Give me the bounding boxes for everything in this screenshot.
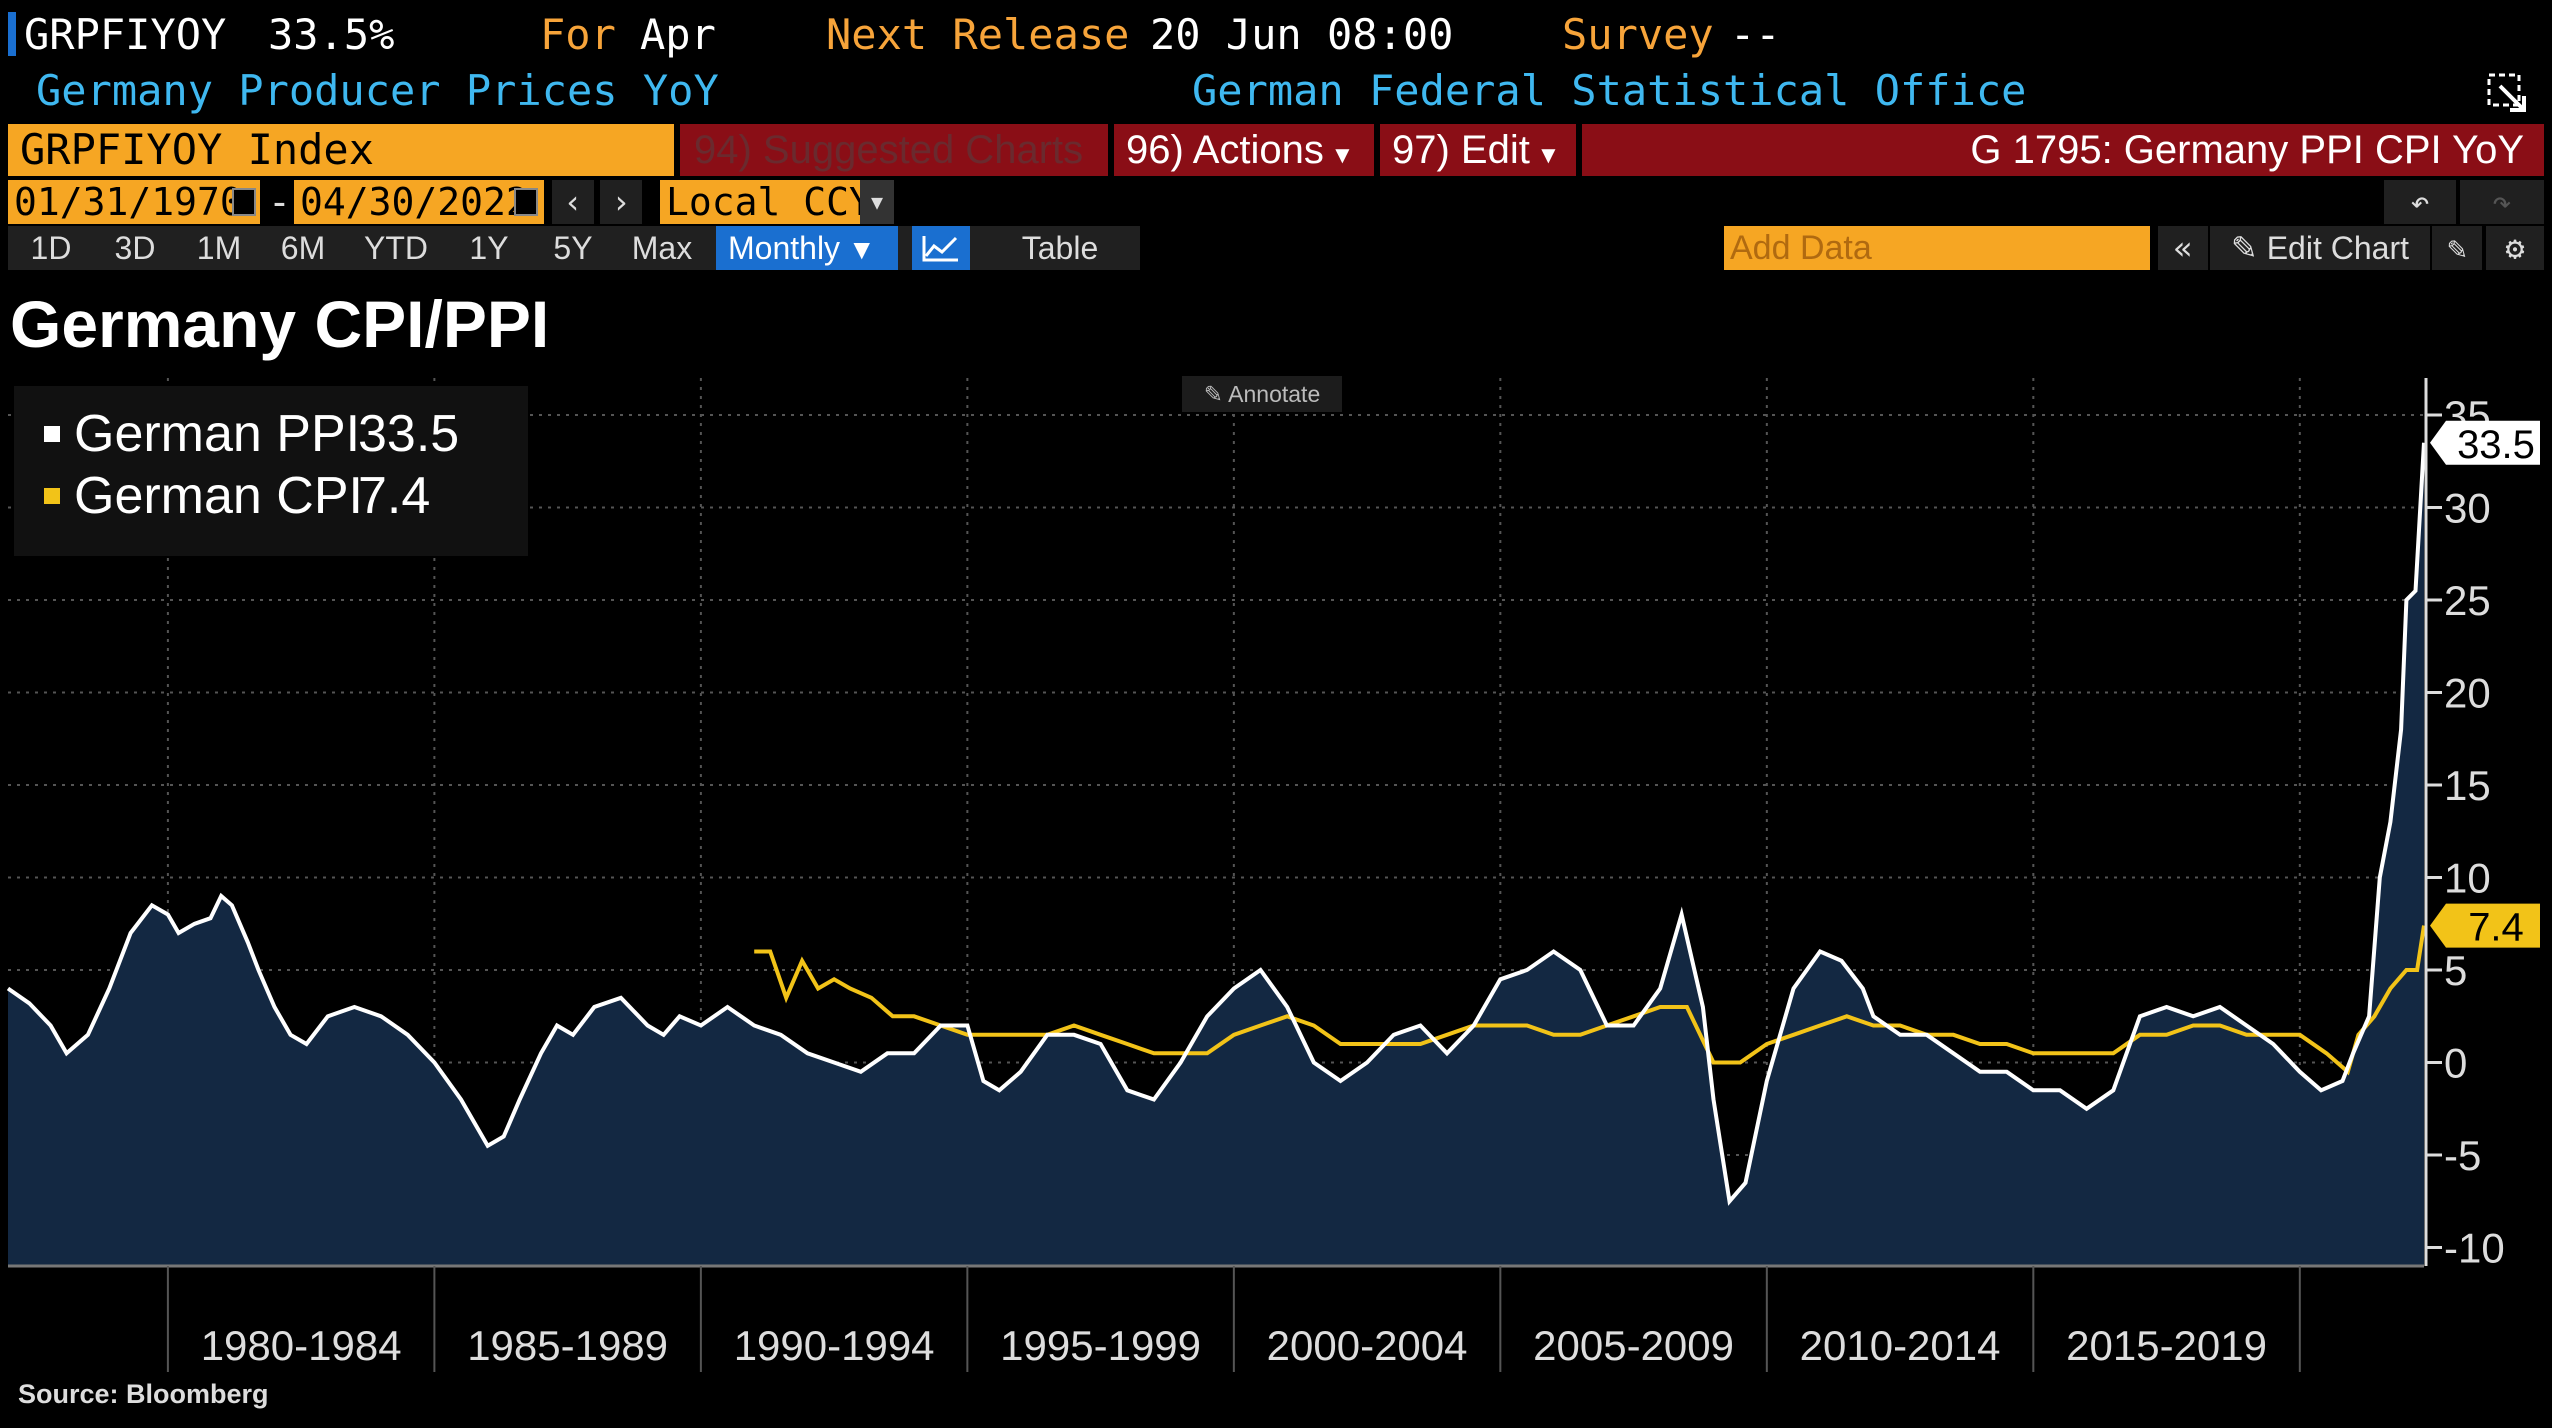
x-tick-label: 1985-1989 <box>467 1322 668 1369</box>
edit-menu[interactable]: 97) Edit ▼ <box>1380 124 1576 176</box>
survey-label: Survey <box>1562 10 1714 59</box>
table-button[interactable]: Table <box>980 226 1140 270</box>
legend-swatch-cpi <box>44 488 60 504</box>
range-5y-button[interactable]: 5Y <box>532 226 614 270</box>
y-tick-label: 5 <box>2444 947 2467 994</box>
security-description: Germany Producer Prices YoY <box>36 66 719 115</box>
edit-chart-button[interactable]: ✎ Edit Chart <box>2210 226 2430 270</box>
legend-ppi-name: German PPI <box>74 405 361 463</box>
redo-icon[interactable]: ↷ <box>2460 180 2544 224</box>
for-label: For <box>540 10 616 59</box>
source-footer: Source: Bloomberg <box>18 1379 269 1409</box>
actions-label: 96) Actions <box>1126 128 1324 172</box>
line-chart-icon[interactable] <box>912 226 970 270</box>
add-data-field[interactable]: Add Data <box>1724 226 2150 270</box>
x-ticks: 1980-1984 1985-1989 1990-1994 1995-1999 2000… <box>166 1266 2301 1372</box>
chevron-down-icon: ▼ <box>840 234 876 265</box>
date-separator: - <box>268 180 291 224</box>
actions-menu[interactable]: 96) Actions ▼ <box>1114 124 1374 176</box>
cpi-last-label: 7.4 <box>2468 906 2524 950</box>
edit-icon[interactable]: ✎ <box>2432 226 2482 270</box>
x-tick-label: 1980-1984 <box>201 1322 402 1369</box>
x-tick-label: 2005-2009 <box>1533 1322 1734 1369</box>
frequency-label: Monthly <box>728 230 841 266</box>
range-1y-button[interactable]: 1Y <box>448 226 530 270</box>
chevron-down-icon: ▼ <box>1323 142 1355 169</box>
security-field-text: GRPFIYOY Index <box>20 125 375 174</box>
range-6m-button[interactable]: 6M <box>262 226 344 270</box>
range-1m-button[interactable]: 1M <box>178 226 260 270</box>
x-tick-label: 1990-1994 <box>734 1322 935 1369</box>
range-ytd-button[interactable]: YTD <box>346 226 446 270</box>
chevron-left-icon[interactable]: ‹ <box>552 180 594 224</box>
ppi-last-label: 33.5 <box>2457 423 2535 467</box>
ticker-symbol: GRPFIYOY <box>24 10 227 59</box>
edit-chart-label: Edit Chart <box>2266 230 2409 266</box>
for-value: Apr <box>640 10 716 59</box>
y-tick-label: 10 <box>2444 855 2491 902</box>
end-date-field[interactable]: 04/30/2022 <box>294 180 544 224</box>
chart-id-bar: G 1795: Germany PPI CPI YoY <box>1582 124 2544 176</box>
annotate-label: Annotate <box>1228 381 1321 407</box>
range-1d-button[interactable]: 1D <box>10 226 92 270</box>
last-value-labels: 33.5 7.4 <box>2430 420 2540 950</box>
ppi-last-label-bg <box>2430 420 2540 465</box>
y-tick-label: 30 <box>2444 485 2491 532</box>
calendar-icon[interactable] <box>514 188 538 216</box>
chevron-down-icon[interactable]: ▼ <box>860 180 894 224</box>
y-tick-label: 0 <box>2444 1040 2467 1087</box>
x-tick-label: 2000-2004 <box>1267 1322 1468 1369</box>
security-field[interactable]: GRPFIYOY Index <box>8 124 674 176</box>
range-3d-button[interactable]: 3D <box>94 226 176 270</box>
x-tick-label: 2010-2014 <box>1800 1322 2001 1369</box>
chevron-down-icon: ▼ <box>1529 142 1561 169</box>
legend-ppi-last: 33.5 <box>358 405 460 463</box>
y-tick-label: 25 <box>2444 577 2491 624</box>
cpi-line <box>754 925 2426 1076</box>
legend: German PPI 33.5 German CPI 7.4 <box>14 386 528 556</box>
frequency-select[interactable]: Monthly ▼ <box>716 226 898 270</box>
annotate-button[interactable]: ✎ Annotate <box>1182 376 1342 412</box>
x-tick-label: 1995-1999 <box>1000 1322 1201 1369</box>
y-tick-label: 20 <box>2444 670 2491 717</box>
edit-label: 97) Edit <box>1392 128 1530 172</box>
legend-cpi-last: 7.4 <box>358 467 431 525</box>
ppi-line <box>6 442 2426 1206</box>
suggested-charts-button[interactable]: 94) Suggested Charts <box>680 124 1108 176</box>
gear-icon[interactable]: ⚙ <box>2486 226 2544 270</box>
next-release-label: Next Release <box>826 10 1130 59</box>
calendar-icon[interactable] <box>232 188 256 216</box>
survey-value: -- <box>1730 10 1781 59</box>
next-release-value: 20 Jun 08:00 <box>1150 10 1454 59</box>
y-tick-label: 15 <box>2444 762 2491 809</box>
ticker-marker <box>8 12 16 56</box>
start-date-field[interactable]: 01/31/1970 <box>8 180 260 224</box>
cpi-last-label-bg <box>2430 903 2540 948</box>
source-agency[interactable]: German Federal Statistical Office <box>1192 66 2027 115</box>
y-tick-label: -10 <box>2444 1225 2505 1272</box>
pencil-icon: ✎ <box>1203 381 1229 407</box>
undo-icon[interactable]: ↶ <box>2384 180 2456 224</box>
ticker-value: 33.5% <box>268 10 395 59</box>
x-tick-label: 2015-2019 <box>2066 1322 2267 1369</box>
ppi-area <box>8 442 2424 1266</box>
popout-icon[interactable] <box>2486 72 2530 116</box>
legend-swatch-ppi <box>44 426 60 442</box>
range-max-button[interactable]: Max <box>616 226 708 270</box>
currency-select[interactable]: Local CCY <box>660 180 894 224</box>
currency-label: Local CCY <box>666 180 872 224</box>
chart-title: Germany CPI/PPI <box>10 287 550 361</box>
legend-cpi-name: German CPI <box>74 467 363 525</box>
y-tick-label: -5 <box>2444 1132 2481 1179</box>
chevron-right-icon[interactable]: › <box>600 180 642 224</box>
pencil-icon: ✎ <box>2231 230 2267 266</box>
collapse-icon[interactable]: « <box>2158 226 2208 270</box>
